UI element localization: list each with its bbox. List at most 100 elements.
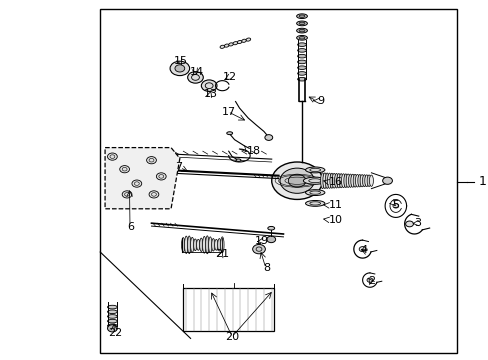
Circle shape bbox=[366, 278, 372, 282]
Ellipse shape bbox=[360, 175, 364, 187]
Ellipse shape bbox=[217, 239, 221, 251]
Ellipse shape bbox=[297, 77, 306, 81]
Ellipse shape bbox=[297, 66, 306, 69]
Text: 18: 18 bbox=[246, 146, 261, 156]
Text: 21: 21 bbox=[215, 249, 229, 259]
Text: 20: 20 bbox=[224, 332, 239, 342]
Bar bbox=[100, 9, 456, 353]
Ellipse shape bbox=[325, 173, 328, 188]
Text: 4: 4 bbox=[360, 245, 367, 255]
Ellipse shape bbox=[299, 30, 305, 32]
Ellipse shape bbox=[331, 174, 335, 188]
Text: 12: 12 bbox=[222, 72, 236, 82]
Text: 16: 16 bbox=[328, 177, 342, 187]
Ellipse shape bbox=[202, 237, 205, 253]
Ellipse shape bbox=[107, 315, 117, 318]
Ellipse shape bbox=[220, 237, 224, 253]
Circle shape bbox=[271, 162, 322, 199]
Text: 10: 10 bbox=[328, 215, 342, 225]
Circle shape bbox=[392, 204, 398, 208]
Ellipse shape bbox=[107, 324, 117, 328]
Ellipse shape bbox=[107, 305, 117, 309]
Ellipse shape bbox=[211, 239, 215, 251]
Ellipse shape bbox=[305, 190, 324, 195]
Text: 15: 15 bbox=[173, 56, 187, 66]
Ellipse shape bbox=[214, 239, 218, 250]
Circle shape bbox=[156, 173, 166, 180]
Circle shape bbox=[187, 72, 203, 83]
Circle shape bbox=[252, 244, 265, 254]
Ellipse shape bbox=[297, 49, 306, 52]
Ellipse shape bbox=[237, 40, 242, 44]
Ellipse shape bbox=[245, 38, 250, 41]
Ellipse shape bbox=[357, 175, 361, 187]
Ellipse shape bbox=[233, 42, 237, 45]
Circle shape bbox=[132, 180, 142, 187]
Ellipse shape bbox=[187, 236, 191, 254]
Ellipse shape bbox=[327, 173, 331, 188]
Ellipse shape bbox=[348, 174, 352, 187]
Circle shape bbox=[201, 80, 217, 91]
Ellipse shape bbox=[205, 236, 208, 254]
Ellipse shape bbox=[107, 319, 117, 323]
Ellipse shape bbox=[297, 60, 306, 64]
Ellipse shape bbox=[220, 45, 224, 48]
Ellipse shape bbox=[346, 174, 349, 188]
Ellipse shape bbox=[236, 159, 241, 161]
Ellipse shape bbox=[193, 239, 197, 251]
Circle shape bbox=[122, 191, 132, 198]
Circle shape bbox=[146, 157, 156, 164]
Ellipse shape bbox=[299, 15, 305, 18]
Ellipse shape bbox=[336, 174, 340, 188]
Ellipse shape bbox=[305, 167, 324, 173]
Ellipse shape bbox=[303, 177, 326, 184]
Polygon shape bbox=[105, 148, 180, 209]
Ellipse shape bbox=[196, 239, 200, 250]
Circle shape bbox=[149, 191, 159, 198]
Text: 5: 5 bbox=[391, 200, 399, 210]
Text: 9: 9 bbox=[317, 96, 324, 106]
Circle shape bbox=[120, 182, 129, 189]
Ellipse shape bbox=[355, 175, 359, 187]
Ellipse shape bbox=[297, 43, 306, 46]
Text: 6: 6 bbox=[127, 222, 134, 232]
Ellipse shape bbox=[322, 173, 326, 189]
Ellipse shape bbox=[241, 39, 246, 42]
Circle shape bbox=[175, 65, 184, 72]
Ellipse shape bbox=[190, 237, 194, 252]
Text: 7: 7 bbox=[174, 162, 182, 172]
Ellipse shape bbox=[118, 150, 125, 155]
Ellipse shape bbox=[296, 21, 307, 26]
Ellipse shape bbox=[350, 174, 354, 187]
Ellipse shape bbox=[305, 201, 324, 206]
Ellipse shape bbox=[339, 174, 343, 188]
Ellipse shape bbox=[181, 238, 184, 252]
Ellipse shape bbox=[299, 22, 305, 24]
Ellipse shape bbox=[199, 238, 203, 252]
Ellipse shape bbox=[343, 174, 347, 188]
Text: 14: 14 bbox=[189, 67, 203, 77]
Text: 19: 19 bbox=[254, 236, 268, 246]
Ellipse shape bbox=[184, 236, 187, 253]
Circle shape bbox=[170, 61, 189, 76]
Ellipse shape bbox=[297, 54, 306, 58]
Circle shape bbox=[288, 174, 305, 187]
Text: 22: 22 bbox=[107, 328, 122, 338]
Ellipse shape bbox=[341, 174, 345, 188]
Text: 3: 3 bbox=[413, 218, 421, 228]
Text: 11: 11 bbox=[328, 200, 342, 210]
Ellipse shape bbox=[362, 175, 366, 187]
Ellipse shape bbox=[352, 174, 356, 187]
Circle shape bbox=[266, 236, 275, 243]
Ellipse shape bbox=[296, 36, 307, 40]
Ellipse shape bbox=[334, 174, 338, 188]
Ellipse shape bbox=[299, 37, 305, 39]
Ellipse shape bbox=[208, 237, 212, 253]
Ellipse shape bbox=[329, 173, 333, 188]
Ellipse shape bbox=[226, 132, 232, 135]
Circle shape bbox=[107, 153, 117, 160]
Circle shape bbox=[280, 168, 314, 193]
Ellipse shape bbox=[107, 310, 117, 314]
Ellipse shape bbox=[320, 173, 324, 189]
Circle shape bbox=[382, 177, 392, 184]
